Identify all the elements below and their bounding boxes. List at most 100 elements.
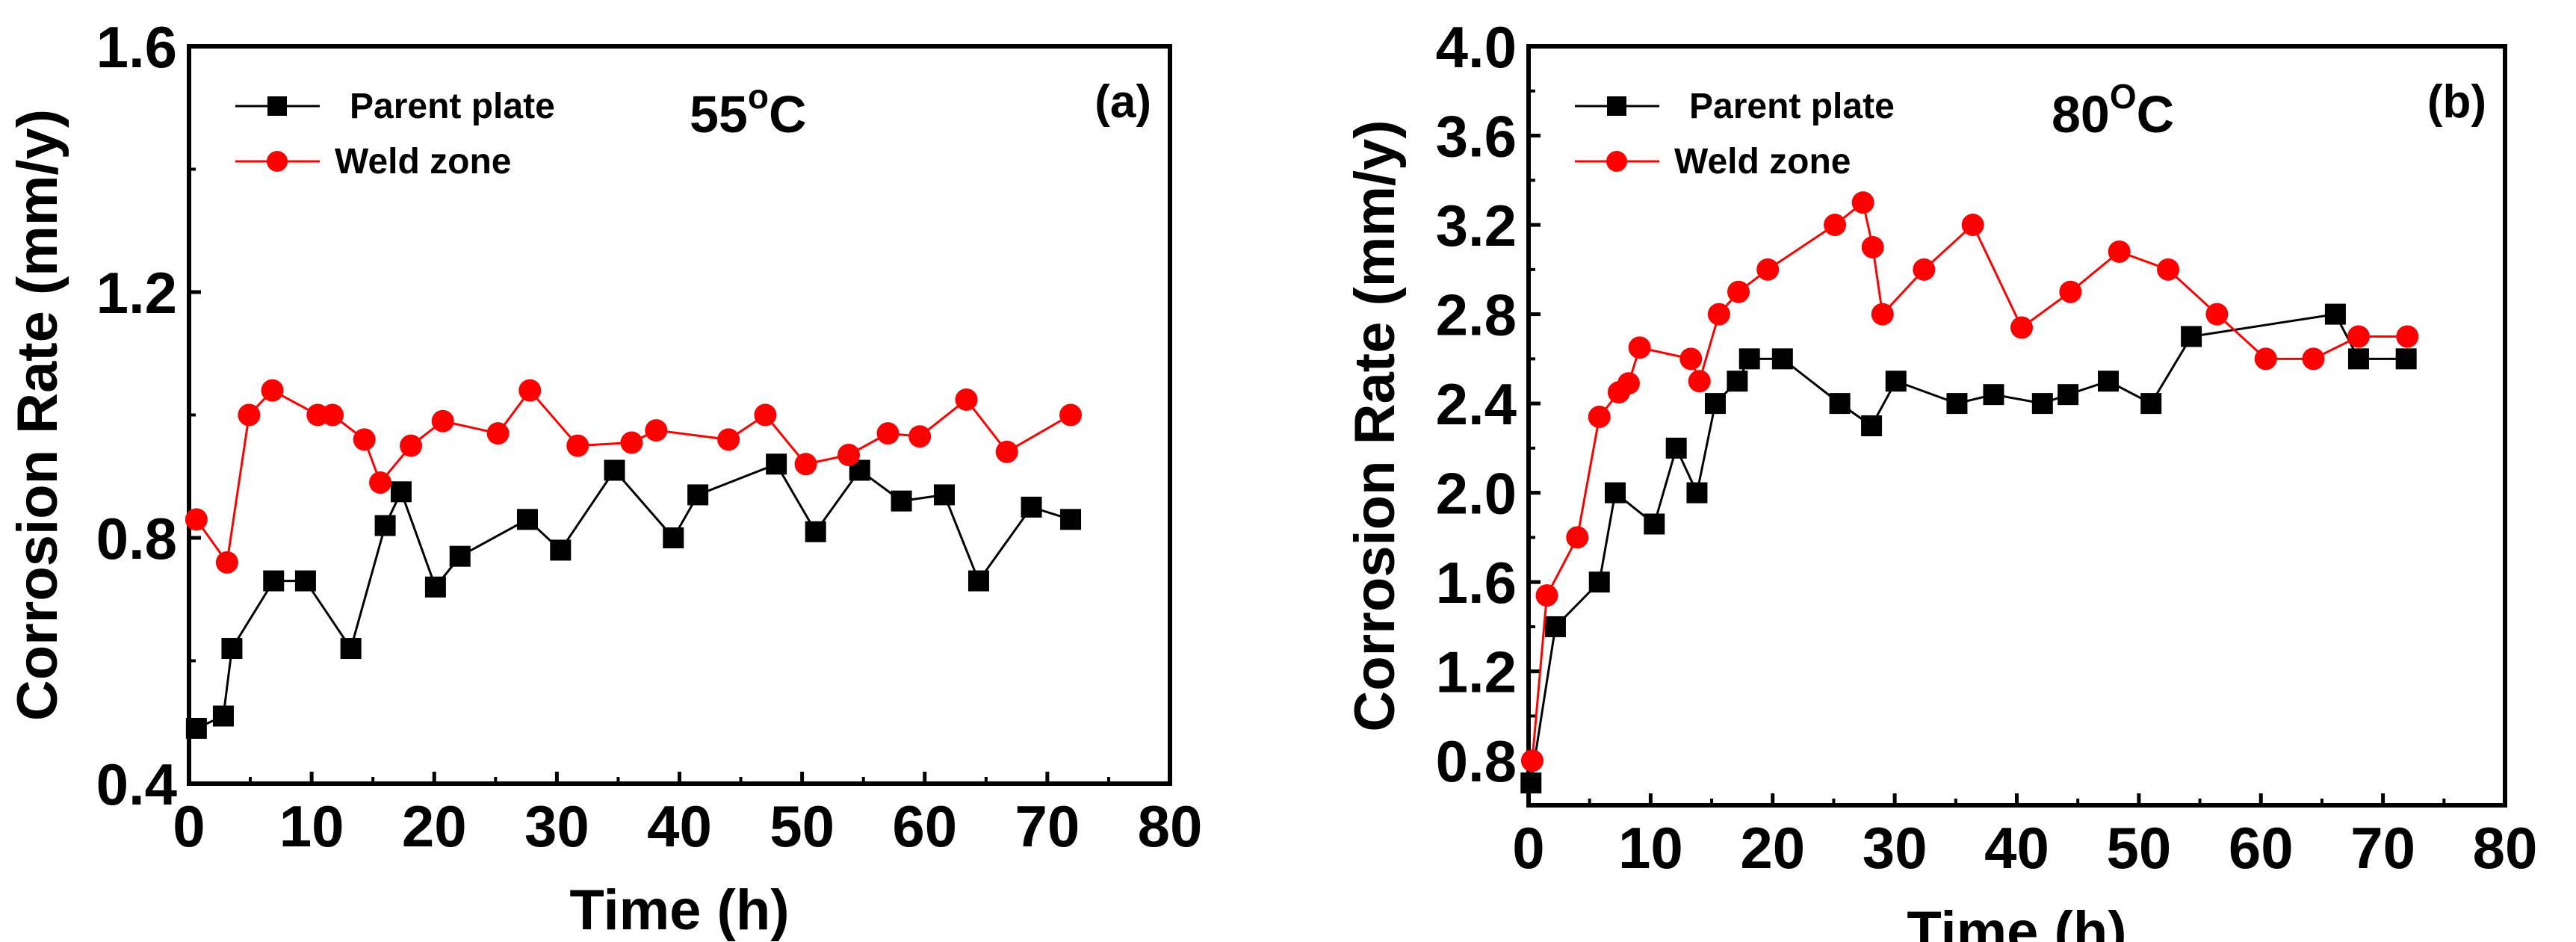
- data-point: [1665, 437, 1687, 459]
- x-tick-label: 60: [892, 793, 957, 859]
- series-line: [1531, 200, 2408, 761]
- x-tick-label: 40: [647, 793, 712, 859]
- data-point: [369, 471, 392, 494]
- data-point: [2324, 303, 2346, 325]
- panel-label: (b): [2427, 76, 2486, 128]
- temperature-value: 80: [2052, 85, 2110, 143]
- data-point: [1059, 403, 1083, 427]
- data-point: [1520, 749, 1544, 772]
- data-point: [1871, 303, 1894, 326]
- temperature-label: 55oC: [690, 77, 807, 143]
- legend-item-weld-zone: Weld zone: [235, 142, 511, 182]
- data-point: [1566, 526, 1589, 549]
- data-point: [1021, 496, 1042, 518]
- temperature-label: 80OC: [2052, 77, 2174, 143]
- data-point: [1913, 258, 1936, 281]
- data-point: [221, 638, 243, 660]
- data-point: [1824, 214, 1847, 237]
- data-point: [449, 545, 471, 567]
- data-point: [2031, 393, 2053, 415]
- data-point: [2108, 240, 2131, 263]
- chart-panel-a: 0 10 20 30 40 50 60 70 80 0.4 0.8 1.2 1.6 Time (h) Cor…: [6, 14, 1202, 942]
- x-tick-label: 70: [2350, 815, 2415, 881]
- data-point: [663, 527, 684, 548]
- data-point: [1851, 191, 1874, 214]
- x-tick-label: 70: [1015, 793, 1080, 859]
- data-point: [1727, 280, 1750, 303]
- data-point: [1861, 235, 1884, 258]
- data-point: [353, 428, 376, 451]
- legend-label: Parent plate: [350, 87, 555, 126]
- data-point: [400, 434, 423, 457]
- data-point: [1946, 393, 1968, 415]
- data-point: [2059, 280, 2082, 303]
- data-point: [390, 481, 412, 503]
- data-point: [2396, 325, 2419, 348]
- data-point: [2395, 348, 2417, 370]
- data-point: [766, 453, 787, 475]
- x-tick-label: 10: [279, 793, 344, 859]
- data-point: [2254, 347, 2277, 371]
- x-tick-label: 50: [2106, 815, 2171, 881]
- data-point: [620, 431, 643, 454]
- data-point: [2157, 258, 2180, 281]
- data-point: [604, 459, 625, 481]
- data-point: [687, 484, 709, 506]
- data-point: [2140, 393, 2162, 415]
- data-point: [1739, 348, 1760, 370]
- data-point: [212, 705, 234, 727]
- data-point: [566, 434, 589, 457]
- x-tick-label: 50: [770, 793, 835, 859]
- series-parent-plate: [185, 453, 1082, 739]
- data-point: [340, 638, 362, 660]
- data-point: [1704, 393, 1726, 415]
- panel-label: (a): [1095, 76, 1151, 128]
- data-point: [321, 403, 344, 427]
- data-point: [261, 379, 284, 402]
- legend-label: Weld zone: [1674, 142, 1851, 182]
- y-tick-label: 2.8: [1436, 282, 1517, 348]
- data-point: [424, 576, 446, 598]
- data-point: [717, 428, 740, 451]
- y-tick-label: 0.4: [96, 752, 177, 817]
- x-tick-label: 80: [2473, 815, 2538, 881]
- data-point: [2058, 384, 2079, 406]
- data-point: [934, 484, 956, 506]
- data-point: [1604, 482, 1626, 503]
- y-tick-label: 0.8: [96, 506, 177, 571]
- data-point: [1628, 336, 1651, 359]
- data-point: [1756, 258, 1780, 281]
- data-point: [967, 570, 989, 592]
- chart-panel-b: 0 10 20 30 40 50 60 70 80 0.8 1.2 1.6 2.0 2.4 2.8 3.2 3.…: [1343, 14, 2537, 942]
- x-tick-label: 80: [1138, 793, 1203, 859]
- data-point: [2302, 347, 2325, 371]
- data-point: [1707, 303, 1730, 326]
- data-point: [238, 403, 261, 427]
- y-tick-label: 2.4: [1436, 371, 1517, 437]
- data-point: [1588, 406, 1611, 429]
- data-point: [2347, 348, 2369, 370]
- data-point: [645, 419, 668, 442]
- legend-marker: [267, 151, 288, 172]
- data-point: [2010, 316, 2034, 339]
- data-point: [1588, 571, 1610, 593]
- y-tick-label: 3.6: [1436, 104, 1517, 170]
- x-tick-label: 30: [524, 793, 589, 859]
- degree-symbol: o: [748, 77, 769, 116]
- data-point: [794, 453, 817, 476]
- data-point: [1861, 415, 1883, 436]
- legend-marker: [267, 96, 287, 116]
- y-axis-label: Corrosion Rate (mm/y): [6, 109, 69, 721]
- data-point: [1535, 584, 1558, 607]
- data-point: [1544, 616, 1566, 637]
- data-point: [754, 403, 777, 427]
- x-axis-label: Time (h): [569, 879, 789, 942]
- y-tick-label: 1.2: [96, 260, 177, 326]
- x-tick-label: 40: [1984, 815, 2049, 881]
- data-point: [1679, 347, 1703, 371]
- legend-label: Parent plate: [1689, 87, 1895, 126]
- data-point: [431, 409, 454, 433]
- y-tick-label: 1.6: [96, 14, 177, 80]
- y-tick-label: 3.2: [1436, 193, 1517, 258]
